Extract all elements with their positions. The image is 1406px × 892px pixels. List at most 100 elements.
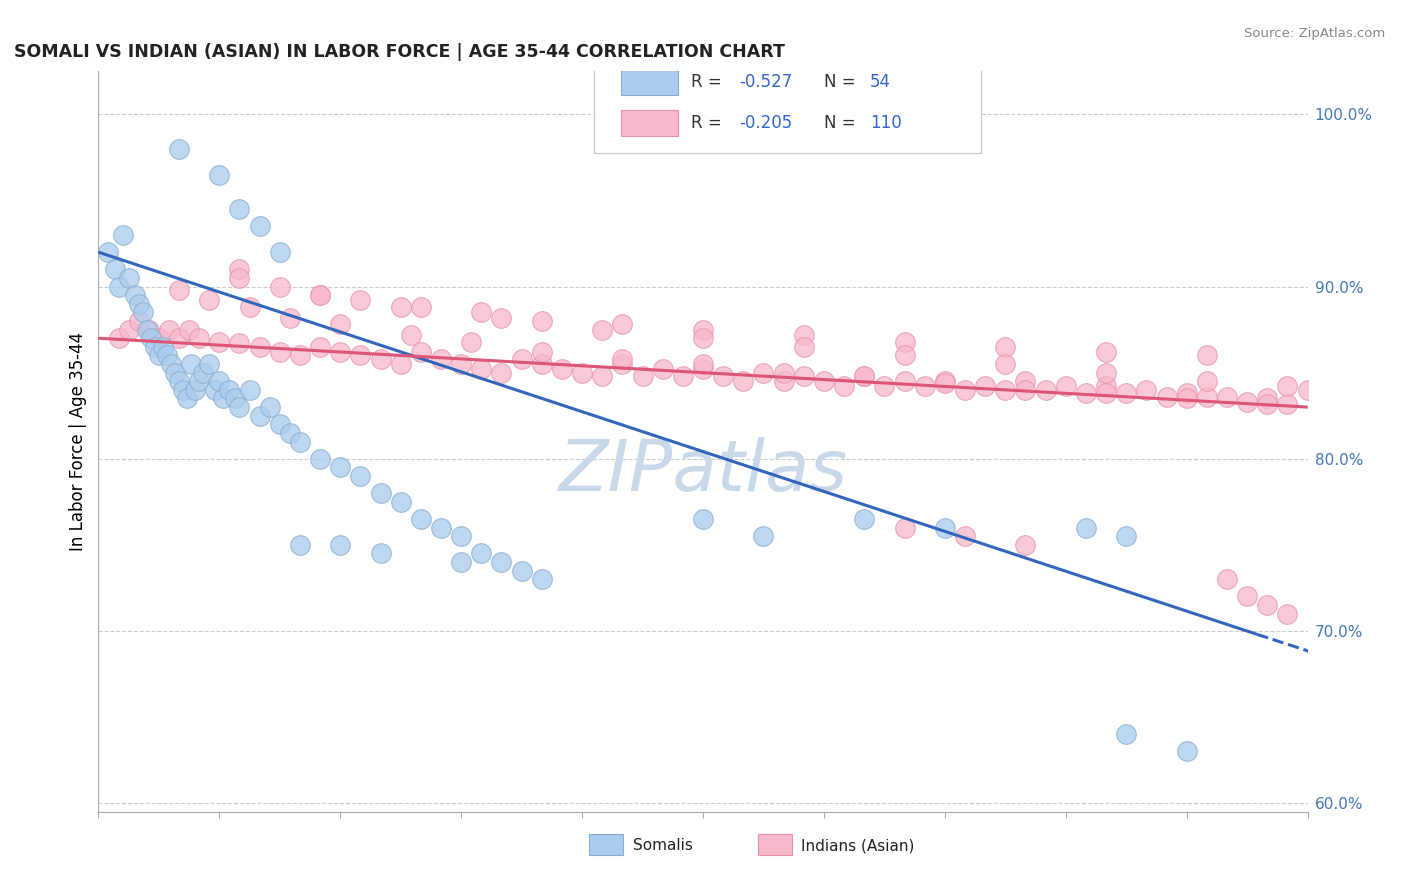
- Point: [269, 345, 291, 359]
- Point: [167, 142, 190, 156]
- Point: [510, 564, 533, 578]
- Point: [1195, 374, 1218, 388]
- Point: [160, 357, 183, 371]
- Point: [228, 202, 250, 216]
- Point: [711, 369, 734, 384]
- FancyBboxPatch shape: [589, 834, 623, 855]
- Point: [107, 279, 129, 293]
- Text: Source: ZipAtlas.com: Source: ZipAtlas.com: [1244, 27, 1385, 40]
- Point: [107, 331, 129, 345]
- Point: [571, 366, 593, 380]
- Point: [1236, 395, 1258, 409]
- Point: [1074, 386, 1097, 401]
- Point: [1035, 383, 1057, 397]
- Point: [128, 297, 150, 311]
- Text: Somalis: Somalis: [633, 838, 693, 853]
- Point: [1195, 390, 1218, 404]
- Point: [953, 529, 976, 543]
- Point: [1115, 386, 1137, 401]
- Point: [208, 168, 231, 182]
- Point: [853, 369, 876, 384]
- Point: [813, 374, 835, 388]
- FancyBboxPatch shape: [621, 70, 678, 95]
- Point: [530, 314, 553, 328]
- Point: [128, 314, 150, 328]
- Point: [193, 366, 215, 380]
- Point: [132, 305, 155, 319]
- Point: [1277, 607, 1299, 621]
- Text: 54: 54: [870, 73, 891, 92]
- Point: [994, 357, 1017, 371]
- Point: [591, 369, 613, 384]
- Point: [309, 451, 332, 466]
- Point: [288, 348, 311, 362]
- Point: [269, 245, 291, 260]
- Point: [450, 357, 472, 371]
- Point: [188, 374, 211, 388]
- Point: [139, 331, 162, 345]
- Point: [204, 383, 226, 397]
- Point: [249, 340, 271, 354]
- Point: [491, 310, 513, 325]
- Point: [470, 305, 492, 319]
- Text: 110: 110: [870, 114, 901, 132]
- Point: [212, 392, 235, 406]
- Point: [198, 357, 221, 371]
- Point: [530, 572, 553, 586]
- Point: [450, 555, 472, 569]
- Point: [853, 512, 876, 526]
- Point: [389, 300, 412, 314]
- Point: [409, 300, 432, 314]
- FancyBboxPatch shape: [621, 111, 678, 136]
- Point: [329, 460, 352, 475]
- Point: [934, 521, 956, 535]
- Point: [148, 331, 170, 345]
- Point: [793, 369, 815, 384]
- Point: [772, 374, 794, 388]
- Point: [167, 283, 190, 297]
- Point: [103, 262, 125, 277]
- Point: [157, 323, 180, 337]
- Point: [994, 340, 1017, 354]
- Point: [111, 227, 134, 242]
- Text: -0.205: -0.205: [740, 114, 793, 132]
- Point: [218, 383, 240, 397]
- Point: [692, 323, 714, 337]
- Point: [914, 379, 936, 393]
- Point: [269, 279, 291, 293]
- Point: [793, 340, 815, 354]
- Point: [1236, 590, 1258, 604]
- Text: ZIPatlas: ZIPatlas: [558, 437, 848, 506]
- Point: [152, 340, 174, 354]
- Point: [651, 362, 673, 376]
- Point: [1014, 538, 1036, 552]
- Point: [138, 323, 160, 337]
- Point: [430, 521, 453, 535]
- Text: R =: R =: [690, 114, 727, 132]
- Point: [752, 366, 775, 380]
- Point: [278, 425, 301, 440]
- Point: [1095, 345, 1118, 359]
- Point: [470, 362, 492, 376]
- Point: [1256, 598, 1278, 612]
- Point: [591, 323, 613, 337]
- Point: [239, 300, 262, 314]
- Point: [1296, 383, 1319, 397]
- Point: [176, 392, 198, 406]
- Point: [893, 521, 915, 535]
- Point: [853, 369, 876, 384]
- Point: [349, 469, 371, 483]
- Text: R =: R =: [690, 73, 727, 92]
- FancyBboxPatch shape: [758, 834, 792, 855]
- Point: [450, 529, 472, 543]
- Point: [551, 362, 574, 376]
- Point: [470, 546, 492, 560]
- Point: [309, 288, 332, 302]
- Point: [491, 366, 513, 380]
- Text: N =: N =: [824, 114, 860, 132]
- Point: [934, 376, 956, 390]
- Text: SOMALI VS INDIAN (ASIAN) IN LABOR FORCE | AGE 35-44 CORRELATION CHART: SOMALI VS INDIAN (ASIAN) IN LABOR FORCE …: [14, 44, 785, 62]
- Point: [1256, 397, 1278, 411]
- Point: [1054, 379, 1077, 393]
- Point: [953, 383, 976, 397]
